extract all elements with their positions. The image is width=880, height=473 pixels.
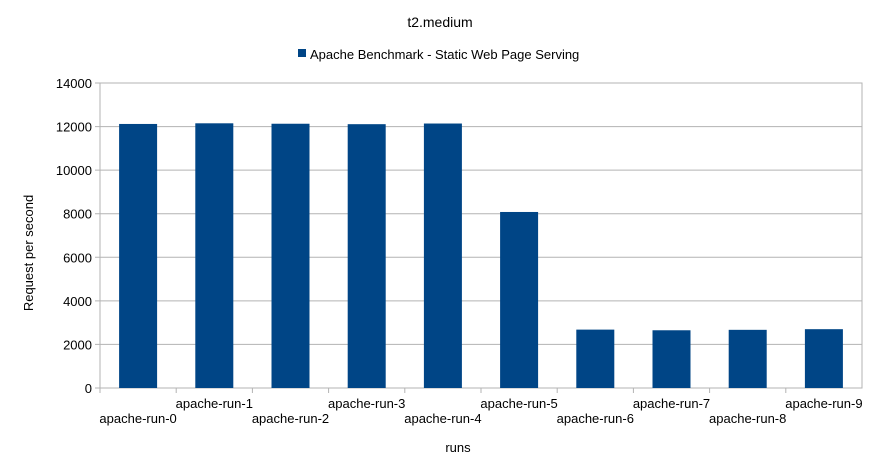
bar-apache-run-5 xyxy=(500,211,539,388)
y-tick-label: 4000 xyxy=(63,294,92,309)
y-tick-label: 10000 xyxy=(56,163,92,178)
bar-apache-run-9 xyxy=(804,329,843,388)
x-tick-label: apache-run-8 xyxy=(709,411,786,426)
x-tick-label: apache-run-1 xyxy=(176,396,253,411)
y-tick-label: 0 xyxy=(85,381,92,396)
x-tick-label: apache-run-3 xyxy=(328,396,405,411)
bar-apache-run-3 xyxy=(347,124,386,389)
bar-apache-run-2 xyxy=(271,123,310,388)
bar-apache-run-1 xyxy=(195,123,234,388)
bar-apache-run-6 xyxy=(576,329,615,388)
legend: Apache Benchmark - Static Web Page Servi… xyxy=(298,47,579,62)
legend-swatch xyxy=(298,49,306,57)
x-tick-label: apache-run-6 xyxy=(557,411,634,426)
bar-apache-run-4 xyxy=(423,123,462,389)
y-tick-label: 12000 xyxy=(56,120,92,135)
x-tick-label: apache-run-7 xyxy=(633,396,710,411)
y-axis-label: Request per second xyxy=(21,195,36,311)
y-tick-label: 6000 xyxy=(63,250,92,265)
x-tick-label: apache-run-5 xyxy=(480,396,557,411)
x-tick-label: apache-run-9 xyxy=(785,396,862,411)
x-tick-label: apache-run-4 xyxy=(404,411,481,426)
y-axis-ticks: 0 2000 4000 6000 8000 10000 12000 14000 xyxy=(56,76,92,396)
x-axis-label: runs xyxy=(445,440,471,455)
x-tick-label: apache-run-0 xyxy=(99,411,176,426)
x-axis-ticks: apache-run-0apache-run-1apache-run-2apac… xyxy=(99,388,863,426)
chart-title: t2.medium xyxy=(407,14,472,30)
legend-label: Apache Benchmark - Static Web Page Servi… xyxy=(310,47,579,62)
y-tick-label: 14000 xyxy=(56,76,92,91)
bar-apache-run-8 xyxy=(728,329,767,388)
bar-apache-run-7 xyxy=(652,330,691,388)
bar-apache-run-0 xyxy=(119,123,158,388)
bars xyxy=(119,123,843,389)
y-tick-label: 8000 xyxy=(63,207,92,222)
x-tick-label: apache-run-2 xyxy=(252,411,329,426)
y-tick-label: 2000 xyxy=(63,337,92,352)
